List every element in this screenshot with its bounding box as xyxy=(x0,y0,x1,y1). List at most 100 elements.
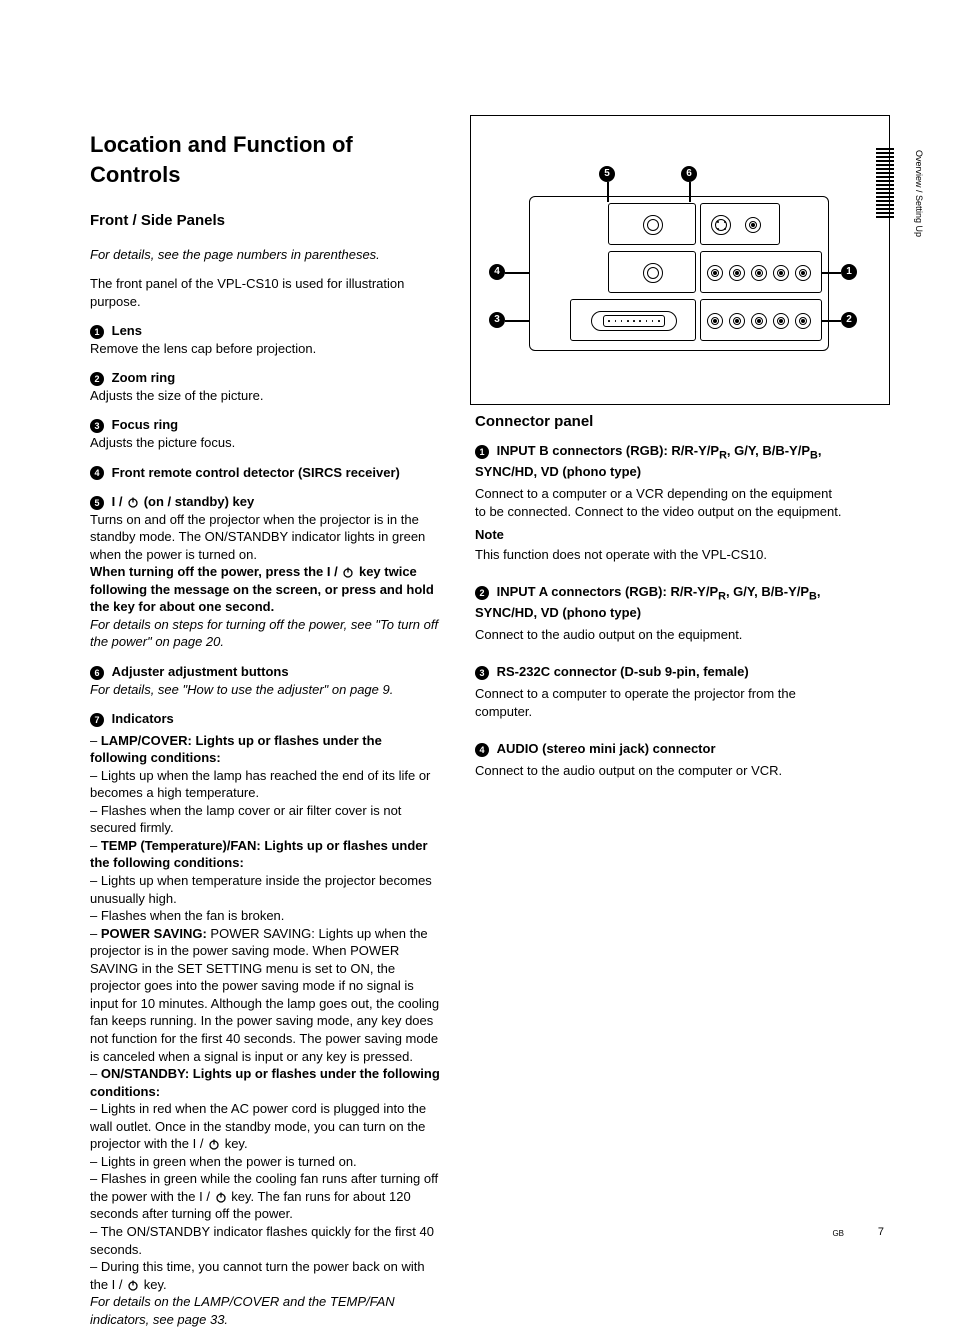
cell-2 xyxy=(700,299,822,341)
callout-icon: 7 xyxy=(90,713,104,727)
item-body: Adjusts the picture focus. xyxy=(90,435,235,450)
list-item: TEMP (Temperature)/FAN: Lights up or fla… xyxy=(90,837,440,872)
db15-icon xyxy=(591,311,677,331)
txt: During this time, you cannot turn the po… xyxy=(90,1259,425,1292)
xref: For details on the LAMP/COVER and the TE… xyxy=(90,1294,395,1327)
jack-icon xyxy=(773,313,789,329)
connector-item-2: 2 INPUT A connectors (RGB): R/R-Y/PR, G/… xyxy=(475,583,845,643)
item-zoom: 2 Zoom ring Adjusts the size of the pict… xyxy=(90,369,440,404)
jack-icon xyxy=(643,215,663,235)
list-item: Lights up when temperature inside the pr… xyxy=(90,872,440,907)
svideo-icon xyxy=(711,215,731,235)
diagram-callout-6: 6 xyxy=(681,166,697,182)
illustration-note: The front panel of the VPL-CS10 is used … xyxy=(90,275,440,310)
jack-icon xyxy=(707,313,723,329)
list-item: POWER SAVING: POWER SAVING: Lights up wh… xyxy=(90,925,440,1065)
item-adjuster: 6 Adjuster adjustment buttons For detail… xyxy=(90,663,440,698)
txt: B xyxy=(809,591,817,603)
callout-icon: 4 xyxy=(90,466,104,480)
jack-icon xyxy=(795,265,811,281)
txt: key. xyxy=(144,1277,167,1292)
callout-icon: 6 xyxy=(90,666,104,680)
txt: LAMP/COVER: Lights up or flashes under t… xyxy=(90,733,382,766)
txt: key. xyxy=(225,1136,248,1151)
diagram-callout-1: 1 xyxy=(841,264,857,280)
item-indicators: 7 Indicators LAMP/COVER: Lights up or fl… xyxy=(90,710,440,1328)
note-body: This function does not operate with the … xyxy=(475,547,767,562)
txt: B xyxy=(810,450,818,462)
item-title: Adjuster adjustment buttons xyxy=(112,664,289,679)
diagram-callout-2: 2 xyxy=(841,312,857,328)
power-icon xyxy=(127,1278,139,1290)
cell-1 xyxy=(700,251,822,293)
list-item: The ON/STANDBY indicator flashes quickly… xyxy=(90,1223,440,1258)
xref: For details on steps for turning off the… xyxy=(90,617,438,650)
connector-panel-diagram: 5 6 4 3 1 2 xyxy=(470,115,890,405)
power-icon xyxy=(208,1137,220,1149)
item-body: Connect to a computer or a VCR depending… xyxy=(475,486,841,519)
list-item: Flashes in green while the cooling fan r… xyxy=(90,1170,440,1223)
callout-icon: 3 xyxy=(90,419,104,433)
item-title: INPUT B connectors (RGB): R/R-Y/PR, G/Y,… xyxy=(475,443,821,479)
item-focus: 3 Focus ring Adjusts the picture focus. xyxy=(90,416,440,451)
callout-icon: 1 xyxy=(475,445,489,459)
connector-item-3: 3 RS-232C connector (D-sub 9-pin, female… xyxy=(475,663,845,720)
item-lens: 1 Lens Remove the lens cap before projec… xyxy=(90,322,440,357)
connector-item-4: 4 AUDIO (stereo mini jack) connector Con… xyxy=(475,740,845,779)
section-heading: Front / Side Panels xyxy=(90,211,440,231)
item-title: Focus ring xyxy=(112,417,178,432)
list-item: LAMP/COVER: Lights up or flashes under t… xyxy=(90,732,440,767)
connector-item-1: 1 INPUT B connectors (RGB): R/R-Y/PR, G/… xyxy=(475,442,845,563)
jack-icon xyxy=(751,265,767,281)
list-item: Lights in green when the power is turned… xyxy=(90,1153,440,1171)
item-body: Adjusts the size of the picture. xyxy=(90,388,263,403)
list-item: Lights in red when the AC power cord is … xyxy=(90,1100,440,1153)
list-item: During this time, you cannot turn the po… xyxy=(90,1258,440,1293)
item-title: I / (on / standby) key xyxy=(112,494,255,509)
txt: R xyxy=(719,450,727,462)
callout-icon: 3 xyxy=(475,666,489,680)
cell-6 xyxy=(700,203,780,245)
txt: , G/Y, B/B-Y/P xyxy=(727,443,810,458)
item-power-key: 5 I / (on / standby) key Turns on and of… xyxy=(90,493,440,651)
item-title: Front remote control detector (SIRCS rec… xyxy=(112,465,400,480)
power-icon xyxy=(215,1190,227,1202)
callout-icon: 4 xyxy=(475,743,489,757)
jack-icon xyxy=(729,265,745,281)
power-icon xyxy=(342,565,354,577)
lead-note: For details, see the page numbers in par… xyxy=(90,246,440,264)
callout-icon: 5 xyxy=(90,496,104,510)
diagram-callout-5: 5 xyxy=(599,166,615,182)
note-heading: Note xyxy=(475,526,845,544)
list-item: Flashes when the fan is broken. xyxy=(90,907,440,925)
item-title: AUDIO (stereo mini jack) connector xyxy=(497,741,716,756)
item-title: Lens xyxy=(112,323,142,338)
list-item: Flashes when the lamp cover or air filte… xyxy=(90,802,440,837)
cell-5 xyxy=(608,203,696,245)
txt: Lights in red when the AC power cord is … xyxy=(90,1101,426,1151)
txt: , G/Y, B/B-Y/P xyxy=(726,584,809,599)
power-icon xyxy=(127,495,139,507)
item-title: Zoom ring xyxy=(112,370,176,385)
callout-icon: 1 xyxy=(90,325,104,339)
item-body: Turns on and off the projector when the … xyxy=(90,512,425,562)
jack-icon xyxy=(745,217,761,233)
diagram-callout-3: 3 xyxy=(489,312,505,328)
leader xyxy=(505,272,529,274)
jack-icon xyxy=(729,313,745,329)
callout-icon: 2 xyxy=(90,372,104,386)
list-item: Lights up when the lamp has reached the … xyxy=(90,767,440,802)
callout-icon: 2 xyxy=(475,586,489,600)
txt: R xyxy=(718,591,726,603)
item-title: RS-232C connector (D-sub 9-pin, female) xyxy=(497,664,749,679)
txt: ON/STANDBY: Lights up or flashes under t… xyxy=(90,1066,440,1099)
txt: POWER SAVING: Lights up when the project… xyxy=(90,926,439,1064)
jack-icon xyxy=(751,313,767,329)
page-lang-code: GB xyxy=(832,1229,844,1238)
jack-icon xyxy=(795,313,811,329)
left-column: Location and Function of Controls Front … xyxy=(90,130,440,1340)
txt: INPUT A connectors (RGB): R/R-Y/P xyxy=(497,584,719,599)
list-item: ON/STANDBY: Lights up or flashes under t… xyxy=(90,1065,440,1100)
diagram-callout-4: 4 xyxy=(489,264,505,280)
panel-outline xyxy=(529,196,829,351)
